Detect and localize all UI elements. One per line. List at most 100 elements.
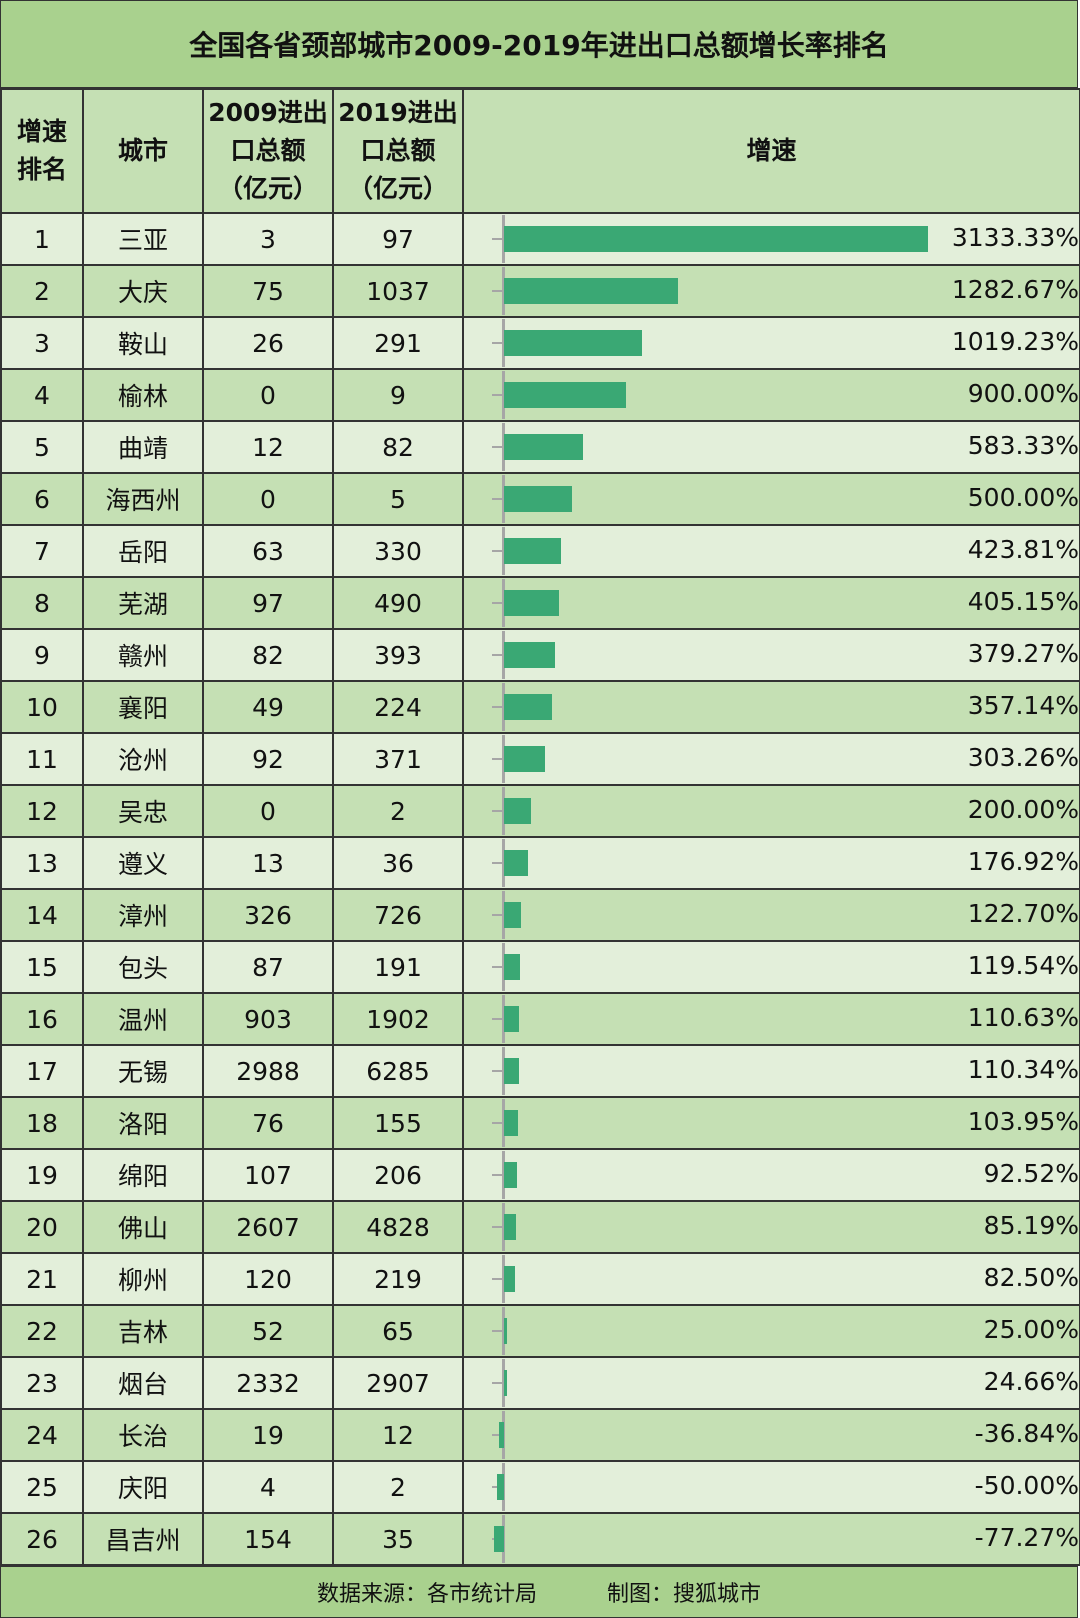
bar-area: 423.81%	[464, 527, 1079, 575]
axis-tick	[492, 706, 502, 708]
axis-tick	[492, 498, 502, 500]
value-2009-cell: 26	[202, 316, 334, 370]
growth-bar	[497, 1474, 504, 1500]
axis-tick	[492, 1122, 502, 1124]
axis-line	[502, 1203, 505, 1251]
table-row: 6 海西州 0 5 500.00%	[0, 472, 1080, 526]
growth-label: 1282.67%	[951, 275, 1079, 304]
growth-bar	[504, 226, 928, 252]
value-2009-cell: 107	[202, 1148, 334, 1202]
growth-label: 25.00%	[983, 1315, 1079, 1344]
axis-tick	[492, 1330, 502, 1332]
growth-label: 110.34%	[967, 1055, 1079, 1084]
bar-area: 379.27%	[464, 631, 1079, 679]
table-row: 14 漳州 326 726 122.70%	[0, 888, 1080, 942]
value-2019-cell: 2	[332, 784, 464, 838]
bar-area: 500.00%	[464, 475, 1079, 523]
bar-area: 3133.33%	[464, 215, 1079, 263]
axis-tick	[492, 1434, 502, 1436]
city-cell: 吴忠	[82, 784, 204, 838]
axis-line	[502, 1359, 505, 1407]
growth-label: 200.00%	[967, 795, 1079, 824]
growth-label: 176.92%	[967, 847, 1079, 876]
axis-tick	[492, 394, 502, 396]
value-2019-cell: 6285	[332, 1044, 464, 1098]
growth-bar	[504, 434, 583, 460]
value-2009-cell: 87	[202, 940, 334, 994]
value-2019-cell: 219	[332, 1252, 464, 1306]
axis-line	[502, 943, 505, 991]
growth-bar-cell: 379.27%	[462, 628, 1080, 682]
value-2009-cell: 2988	[202, 1044, 334, 1098]
bar-area: 900.00%	[464, 371, 1079, 419]
value-2019-cell: 2	[332, 1460, 464, 1514]
rank-cell: 13	[0, 836, 84, 890]
value-2009-cell: 4	[202, 1460, 334, 1514]
growth-bar-cell: 357.14%	[462, 680, 1080, 734]
value-2009-cell: 52	[202, 1304, 334, 1358]
bar-area: 110.34%	[464, 1047, 1079, 1095]
footer: 数据来源：各市统计局 制图：搜狐城市	[0, 1566, 1078, 1618]
axis-tick	[492, 1226, 502, 1228]
growth-bar-cell: -77.27%	[462, 1512, 1080, 1566]
rank-cell: 2	[0, 264, 84, 318]
axis-tick	[492, 602, 502, 604]
axis-tick	[492, 446, 502, 448]
table-row: 18 洛阳 76 155 103.95%	[0, 1096, 1080, 1150]
value-2019-cell: 5	[332, 472, 464, 526]
axis-line	[502, 579, 505, 627]
city-cell: 鞍山	[82, 316, 204, 370]
value-2009-cell: 76	[202, 1096, 334, 1150]
rank-cell: 12	[0, 784, 84, 838]
growth-label: 583.33%	[967, 431, 1079, 460]
growth-bar-cell: 103.95%	[462, 1096, 1080, 1150]
table-row: 24 长治 19 12 -36.84%	[0, 1408, 1080, 1462]
table-row: 15 包头 87 191 119.54%	[0, 940, 1080, 994]
bar-area: 357.14%	[464, 683, 1079, 731]
axis-line	[502, 371, 505, 419]
source-note: 数据来源：各市统计局	[316, 1582, 537, 1607]
city-cell: 大庆	[82, 264, 204, 318]
value-2019-cell: 1902	[332, 992, 464, 1046]
bar-area: 1019.23%	[464, 319, 1079, 367]
growth-bar	[504, 278, 678, 304]
header-2009-total: 2009进出 口总额 （亿元）	[202, 88, 334, 214]
city-cell: 曲靖	[82, 420, 204, 474]
axis-line	[502, 423, 505, 471]
growth-bar	[504, 902, 521, 928]
growth-bar-cell: 303.26%	[462, 732, 1080, 786]
growth-bar-cell: 110.63%	[462, 992, 1080, 1046]
city-cell: 温州	[82, 992, 204, 1046]
growth-bar-cell: -50.00%	[462, 1460, 1080, 1514]
bar-area: 176.92%	[464, 839, 1079, 887]
city-cell: 榆林	[82, 368, 204, 422]
table-row: 13 遵义 13 36 176.92%	[0, 836, 1080, 890]
rank-cell: 18	[0, 1096, 84, 1150]
growth-label: 405.15%	[967, 587, 1079, 616]
bar-area: 200.00%	[464, 787, 1079, 835]
growth-bar-cell: 583.33%	[462, 420, 1080, 474]
growth-bar-cell: 500.00%	[462, 472, 1080, 526]
bar-area: 85.19%	[464, 1203, 1079, 1251]
axis-tick	[492, 758, 502, 760]
rank-cell: 15	[0, 940, 84, 994]
growth-bar-cell: 82.50%	[462, 1252, 1080, 1306]
growth-bar	[504, 642, 556, 668]
growth-label: 303.26%	[967, 743, 1079, 772]
growth-bar-cell: 176.92%	[462, 836, 1080, 890]
value-2009-cell: 49	[202, 680, 334, 734]
value-2009-cell: 0	[202, 784, 334, 838]
rank-cell: 1	[0, 212, 84, 266]
value-2019-cell: 224	[332, 680, 464, 734]
axis-tick	[492, 654, 502, 656]
axis-line	[502, 475, 505, 523]
axis-line	[502, 1255, 505, 1303]
table-row: 25 庆阳 4 2 -50.00%	[0, 1460, 1080, 1514]
growth-label: 500.00%	[967, 483, 1079, 512]
bar-area: 103.95%	[464, 1099, 1079, 1147]
axis-tick	[492, 1382, 502, 1384]
growth-bar	[504, 1214, 516, 1240]
value-2019-cell: 1037	[332, 264, 464, 318]
bar-area: 1282.67%	[464, 267, 1079, 315]
city-cell: 海西州	[82, 472, 204, 526]
